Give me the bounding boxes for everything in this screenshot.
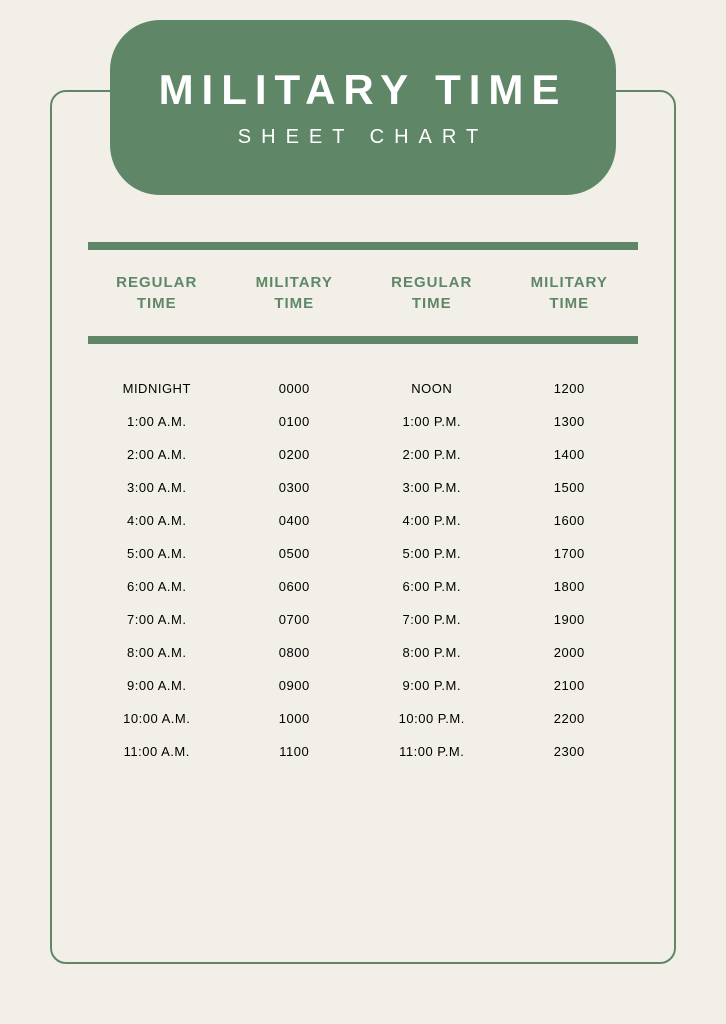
- table-cell: 11:00 A.M.: [88, 744, 226, 759]
- column-header-line1: MILITARY: [531, 274, 608, 291]
- table-row: 6:00 A.M.06006:00 P.M.1800: [88, 570, 638, 603]
- chart-card: REGULAR TIME MILITARY TIME REGULAR TIME …: [50, 90, 676, 964]
- table-cell: 2300: [501, 744, 639, 759]
- table-cell: 1400: [501, 447, 639, 462]
- table-row: 8:00 A.M.08008:00 P.M.2000: [88, 636, 638, 669]
- table-cell: 2200: [501, 711, 639, 726]
- table-cell: 2100: [501, 678, 639, 693]
- table-cell: 5:00 P.M.: [363, 546, 501, 561]
- table-cell: 3:00 A.M.: [88, 480, 226, 495]
- header-banner: MILITARY TIME SHEET CHART: [110, 20, 616, 195]
- table-cell: 10:00 P.M.: [363, 711, 501, 726]
- table-cell: 8:00 A.M.: [88, 645, 226, 660]
- table-cell: 1200: [501, 381, 639, 396]
- column-header: MILITARY TIME: [501, 272, 639, 314]
- bottom-divider-bar: [88, 336, 638, 344]
- column-header: MILITARY TIME: [226, 272, 364, 314]
- table-row: 10:00 A.M.100010:00 P.M.2200: [88, 702, 638, 735]
- table-cell: 1:00 A.M.: [88, 414, 226, 429]
- table-row: 1:00 A.M.01001:00 P.M.1300: [88, 405, 638, 438]
- table-cell: 0400: [226, 513, 364, 528]
- table-cell: 0600: [226, 579, 364, 594]
- table-cell: 6:00 P.M.: [363, 579, 501, 594]
- table-row: 11:00 A.M.110011:00 P.M.2300: [88, 735, 638, 768]
- column-headers-row: REGULAR TIME MILITARY TIME REGULAR TIME …: [82, 250, 644, 336]
- table-cell: 2000: [501, 645, 639, 660]
- table-row: MIDNIGHT0000NOON1200: [88, 372, 638, 405]
- table-body: MIDNIGHT0000NOON12001:00 A.M.01001:00 P.…: [82, 372, 644, 768]
- table-cell: 1900: [501, 612, 639, 627]
- table-cell: 7:00 P.M.: [363, 612, 501, 627]
- table-cell: MIDNIGHT: [88, 381, 226, 396]
- table-cell: 1700: [501, 546, 639, 561]
- table-cell: 11:00 P.M.: [363, 744, 501, 759]
- column-header-line2: TIME: [137, 295, 177, 312]
- table-cell: 0300: [226, 480, 364, 495]
- table-row: 9:00 A.M.09009:00 P.M.2100: [88, 669, 638, 702]
- table-cell: 1600: [501, 513, 639, 528]
- table-cell: 0900: [226, 678, 364, 693]
- table-cell: NOON: [363, 381, 501, 396]
- table-cell: 9:00 A.M.: [88, 678, 226, 693]
- table-row: 5:00 A.M.05005:00 P.M.1700: [88, 537, 638, 570]
- table-cell: 0100: [226, 414, 364, 429]
- table-cell: 0700: [226, 612, 364, 627]
- table-row: 2:00 A.M.02002:00 P.M.1400: [88, 438, 638, 471]
- table-cell: 1100: [226, 744, 364, 759]
- page-subtitle: SHEET CHART: [238, 126, 488, 149]
- table-cell: 7:00 A.M.: [88, 612, 226, 627]
- table-cell: 4:00 A.M.: [88, 513, 226, 528]
- column-header-line2: TIME: [274, 295, 314, 312]
- table-cell: 5:00 A.M.: [88, 546, 226, 561]
- table-cell: 9:00 P.M.: [363, 678, 501, 693]
- top-divider-bar: [88, 242, 638, 250]
- table-row: 7:00 A.M.07007:00 P.M.1900: [88, 603, 638, 636]
- table-cell: 1500: [501, 480, 639, 495]
- page-title: MILITARY TIME: [159, 66, 568, 114]
- table-cell: 0000: [226, 381, 364, 396]
- column-header-line1: REGULAR: [391, 274, 472, 291]
- column-header-line2: TIME: [549, 295, 589, 312]
- column-header: REGULAR TIME: [363, 272, 501, 314]
- table-cell: 6:00 A.M.: [88, 579, 226, 594]
- table-cell: 2:00 A.M.: [88, 447, 226, 462]
- table-cell: 1300: [501, 414, 639, 429]
- table-cell: 2:00 P.M.: [363, 447, 501, 462]
- table-cell: 0800: [226, 645, 364, 660]
- table-cell: 0200: [226, 447, 364, 462]
- table-cell: 1000: [226, 711, 364, 726]
- table-cell: 8:00 P.M.: [363, 645, 501, 660]
- table-row: 3:00 A.M.03003:00 P.M.1500: [88, 471, 638, 504]
- column-header-line1: REGULAR: [116, 274, 197, 291]
- table-row: 4:00 A.M.04004:00 P.M.1600: [88, 504, 638, 537]
- table-cell: 1800: [501, 579, 639, 594]
- column-header: REGULAR TIME: [88, 272, 226, 314]
- column-header-line1: MILITARY: [256, 274, 333, 291]
- table-cell: 3:00 P.M.: [363, 480, 501, 495]
- table-cell: 1:00 P.M.: [363, 414, 501, 429]
- column-header-line2: TIME: [412, 295, 452, 312]
- table-cell: 4:00 P.M.: [363, 513, 501, 528]
- table-cell: 10:00 A.M.: [88, 711, 226, 726]
- table-cell: 0500: [226, 546, 364, 561]
